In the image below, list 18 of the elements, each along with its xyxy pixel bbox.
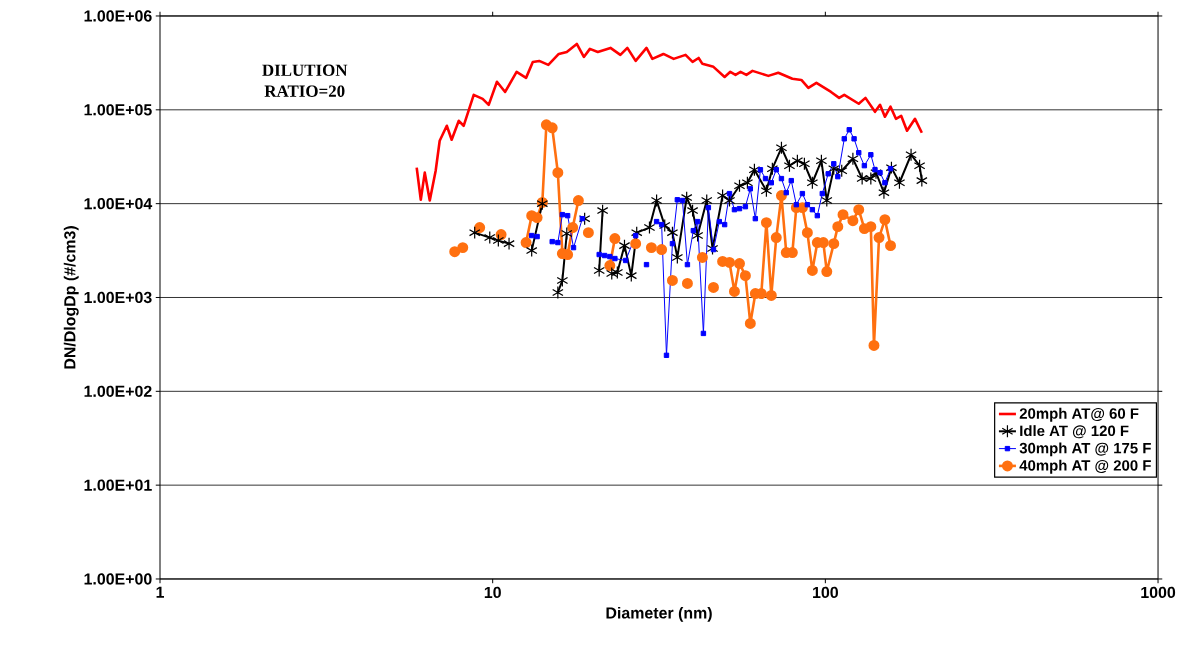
- x-tick-label: 1000: [1141, 586, 1176, 599]
- x-tick-label: 1: [156, 586, 164, 598]
- y-tick-label: 1.00E+04: [84, 198, 153, 210]
- legend-label: 30mph AT @ 175 F: [1019, 442, 1151, 457]
- annotation: DILUTION RATIO=20: [262, 64, 348, 97]
- y-axis-title: DN/DlogDp (#/cm3): [63, 226, 79, 369]
- legend-label: Idle AT @ 120 F: [1020, 425, 1129, 439]
- y-tick-label: 1.00E+01: [84, 479, 152, 491]
- x-tick-label: 10: [484, 586, 501, 599]
- y-tick-label: 1.00E+02: [84, 385, 152, 397]
- legend-label: 40mph AT @ 200 F: [1019, 459, 1151, 474]
- y-tick-label: 1.00E+03: [84, 291, 152, 304]
- y-tick-label: 1.00E+00: [84, 573, 152, 585]
- x-tick-label: 100: [813, 586, 838, 599]
- y-tick-label: 1.00E+05: [84, 104, 152, 116]
- y-tick-label: 1.00E+06: [84, 10, 152, 22]
- legend-label: 20mph AT@ 60 F: [1019, 407, 1139, 422]
- x-axis-title: Diameter (nm): [606, 606, 712, 622]
